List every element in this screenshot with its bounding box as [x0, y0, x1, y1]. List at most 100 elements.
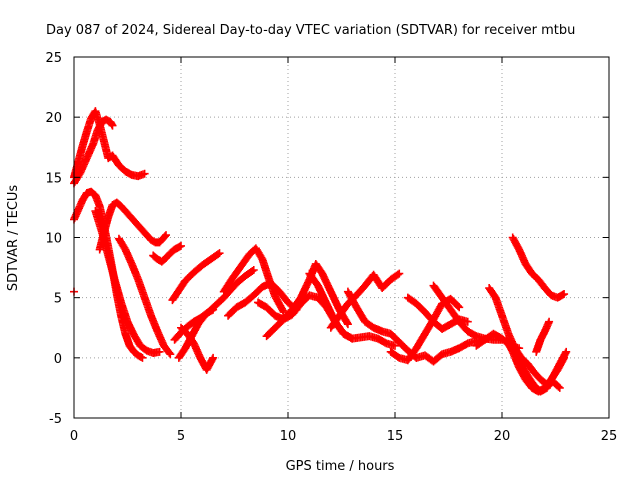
data-point — [545, 288, 554, 297]
data-point — [230, 281, 239, 290]
data-point — [255, 285, 264, 294]
data-point — [389, 341, 398, 350]
data-point — [107, 120, 116, 129]
data-point — [248, 266, 257, 275]
data-point — [165, 348, 174, 357]
data-point — [127, 214, 136, 223]
data-point — [88, 141, 97, 150]
data-point — [462, 340, 471, 349]
data-point — [146, 310, 155, 319]
y-tick-label: 0 — [54, 352, 62, 367]
data-point — [470, 331, 479, 340]
data-point — [418, 305, 427, 314]
data-marks — [70, 107, 571, 396]
data-point — [133, 274, 142, 283]
data-point — [247, 293, 256, 302]
data-point — [140, 228, 149, 237]
data-point — [132, 219, 141, 228]
x-axis-label: GPS time / hours — [286, 459, 395, 474]
data-point — [140, 292, 149, 301]
data-point — [272, 285, 281, 294]
data-point — [110, 273, 119, 282]
y-axis-label: SDTVAR / TECUs — [6, 185, 21, 292]
data-point — [82, 129, 91, 138]
data-point — [187, 270, 196, 279]
data-point — [73, 159, 82, 168]
data-point — [558, 290, 567, 299]
data-point — [372, 334, 381, 343]
data-point — [97, 225, 106, 234]
data-point — [554, 382, 563, 391]
data-point — [122, 316, 131, 325]
data-point — [180, 327, 189, 336]
data-point — [503, 328, 512, 337]
data-point — [504, 339, 513, 348]
data-point — [461, 324, 470, 333]
data-point — [343, 318, 352, 327]
data-point — [561, 349, 570, 358]
data-point — [136, 223, 145, 232]
data-point — [78, 143, 87, 152]
data-point — [140, 344, 149, 353]
data-point — [116, 296, 125, 305]
data-point — [435, 352, 444, 361]
x-tick-label: 15 — [387, 429, 404, 444]
data-point — [144, 233, 153, 242]
data-point — [119, 204, 128, 213]
data-point — [230, 305, 239, 314]
data-point — [160, 232, 169, 241]
data-point — [544, 319, 553, 328]
data-point — [204, 308, 213, 317]
data-point — [452, 300, 461, 309]
data-point — [153, 348, 162, 357]
y-tick-label: 15 — [45, 171, 62, 186]
data-point — [553, 381, 562, 390]
data-point — [513, 343, 522, 352]
tick-labels: 0 5 10 15 20 25 -5 0 5 10 15 20 25 — [45, 51, 617, 444]
data-point — [278, 306, 287, 315]
data-point — [268, 326, 277, 335]
x-tick-label: 10 — [280, 429, 297, 444]
data-point — [384, 278, 393, 287]
data-point — [358, 284, 367, 293]
chart-title: Day 087 of 2024, Sidereal Day-to-day VTE… — [46, 23, 575, 38]
data-point — [139, 170, 148, 179]
y-tick-label: -5 — [49, 412, 62, 427]
x-tick-label: 20 — [494, 429, 511, 444]
data-point — [99, 135, 108, 144]
y-tick-label: 20 — [45, 111, 62, 126]
data-point — [195, 263, 204, 272]
data-point — [444, 348, 453, 357]
data-point — [497, 310, 506, 319]
data-point — [95, 200, 104, 209]
data-point — [531, 273, 540, 282]
y-tick-label: 10 — [45, 232, 62, 247]
data-point — [534, 373, 543, 382]
data-point — [103, 249, 112, 258]
data-point — [118, 164, 127, 173]
data-point — [120, 328, 129, 337]
data-point — [164, 251, 173, 260]
data-point — [453, 302, 462, 311]
data-point — [210, 302, 219, 311]
data-point — [264, 272, 273, 281]
data-point — [114, 200, 123, 209]
data-point — [159, 233, 168, 242]
y-tick-label: 25 — [45, 51, 62, 66]
data-point — [217, 296, 226, 305]
data-point — [381, 338, 390, 347]
data-point — [392, 335, 401, 344]
data-point — [175, 242, 184, 251]
data-point — [208, 355, 217, 364]
data-point — [174, 330, 183, 339]
data-point — [462, 317, 471, 326]
data-point — [427, 315, 436, 324]
data-point — [93, 128, 102, 137]
data-point — [393, 270, 402, 279]
data-point — [238, 274, 247, 283]
axis-ticks — [73, 56, 610, 419]
data-point — [302, 293, 311, 302]
data-point — [159, 255, 168, 264]
x-tick-label: 5 — [177, 429, 185, 444]
